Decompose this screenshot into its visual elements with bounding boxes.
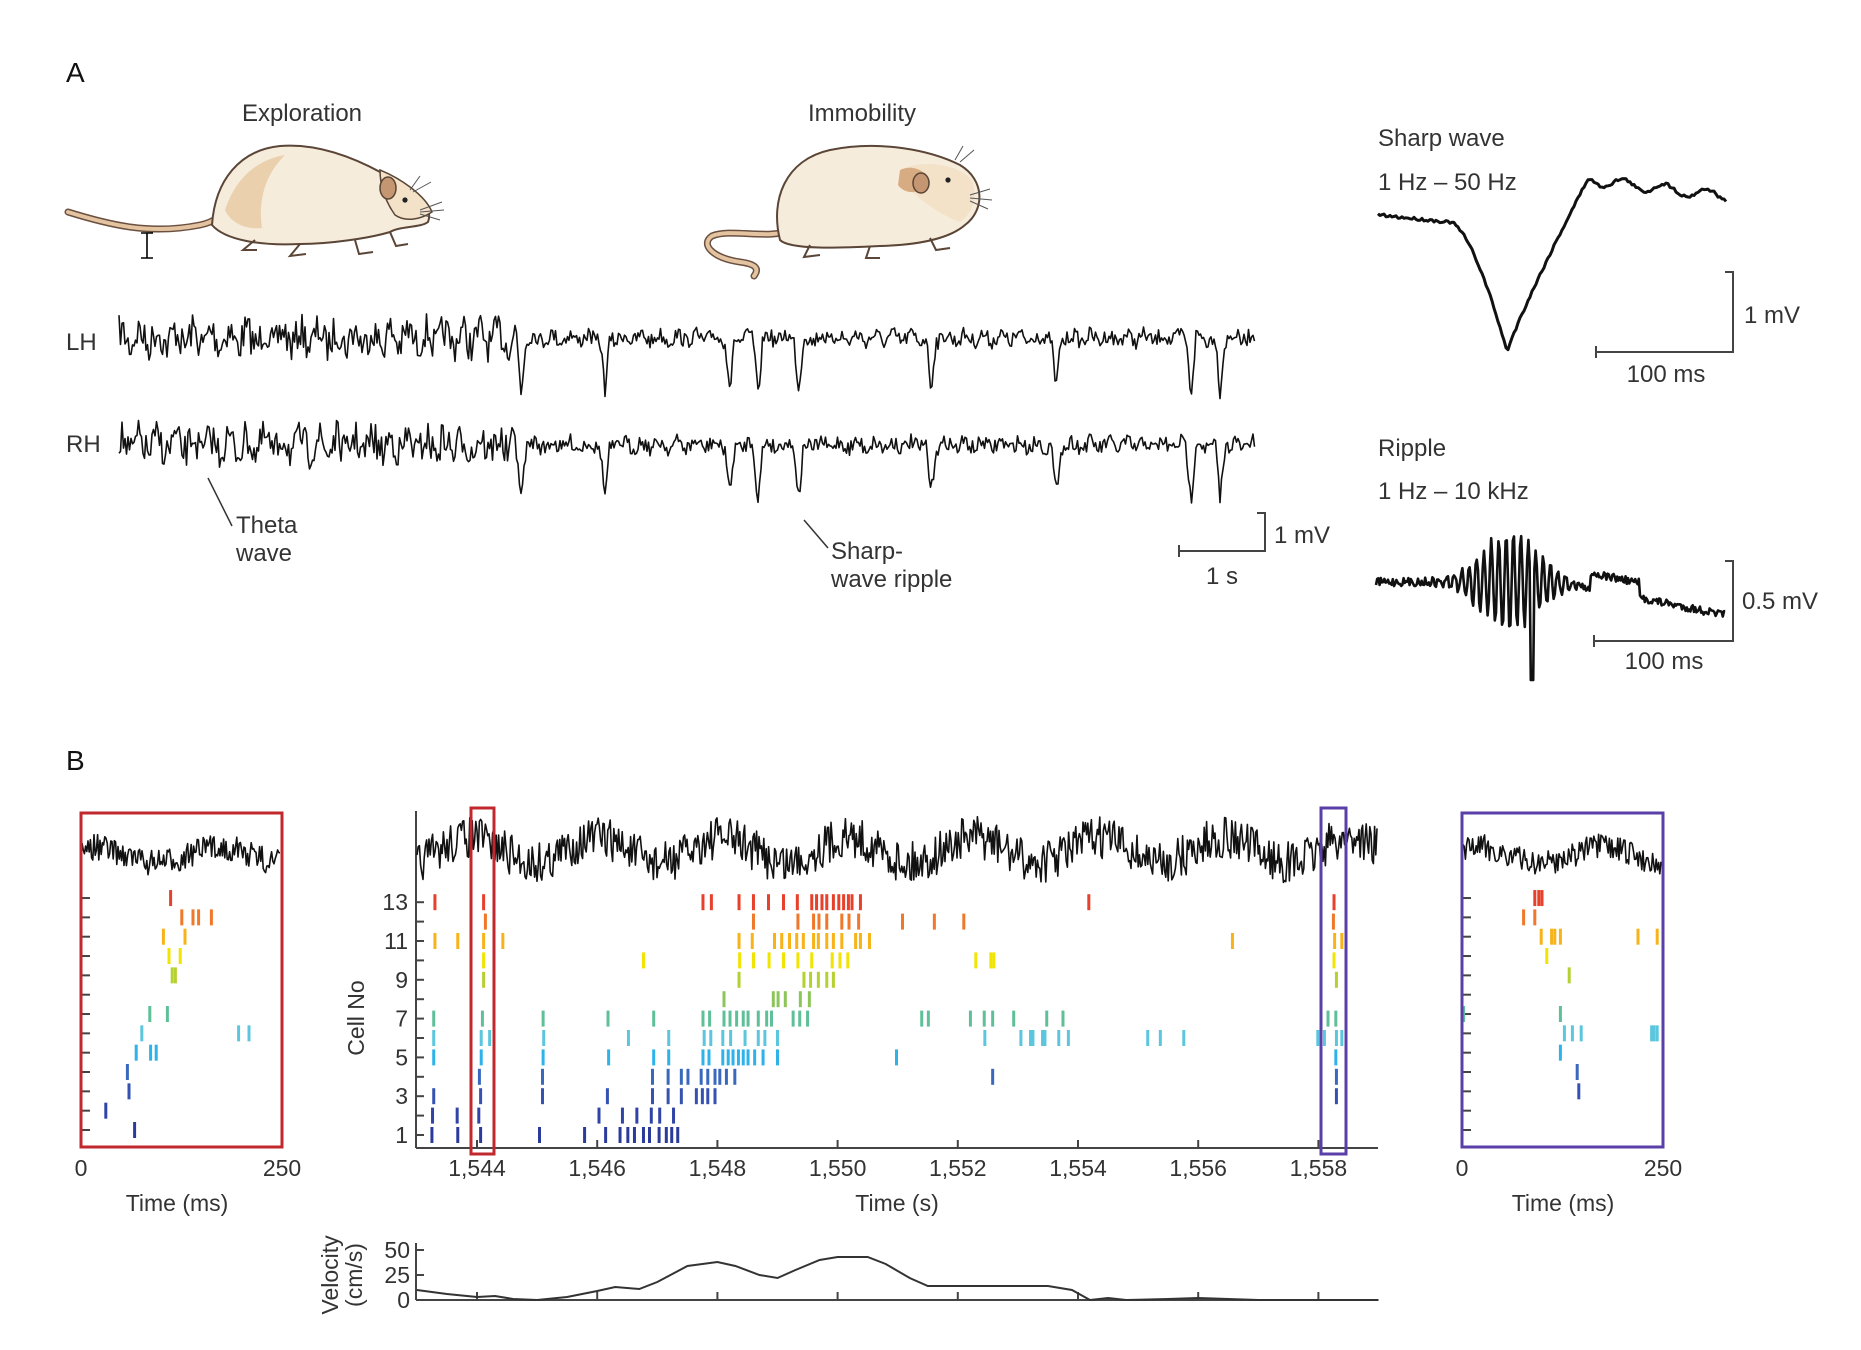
ripple-trace [1374,534,1726,682]
velocity-y-tick-label: 50 [384,1237,410,1263]
exploration-label: Exploration [242,100,362,127]
theta-annotation-line1: Theta [236,512,298,539]
red-highlight-box [469,806,496,1156]
velocity-y-tick-label: 0 [397,1287,410,1313]
velocity-y-tick-label: 25 [384,1262,410,1288]
x-tick-label: 1,556 [1169,1155,1227,1181]
velocity-line [416,1256,1379,1302]
y-tick-label: 5 [395,1044,408,1070]
x-tick-label: 1,558 [1290,1155,1348,1181]
lfp-scale-time: 1 s [1206,563,1238,590]
ripple-band: 1 Hz – 10 kHz [1378,478,1529,505]
left-xlabel: Time (ms) [126,1190,229,1216]
right-zoom-box [1460,811,1665,1149]
panel-b-label: B [66,745,85,776]
x-tick-label: 1,550 [809,1155,867,1181]
ripple-title: Ripple [1378,435,1446,462]
swr-annotation-line1: Sharp- [831,538,903,565]
swr-pointer-line [803,519,829,549]
right-xlabel: Time (ms) [1512,1190,1615,1216]
swr-annotation-line2: wave ripple [830,566,952,593]
velocity-ylabel-line2: (cm/s) [341,1243,367,1307]
exploring-rat-illustration [64,144,445,258]
sharp-wave-scale-bar [1595,271,1734,358]
right-raster-zoom [1462,833,1662,1131]
y-tick-label: 11 [384,928,408,954]
left-zoom-box [79,811,284,1149]
rh-label: RH [66,431,101,458]
lfp-scale-bar [1178,512,1266,557]
x-tick-label: 1,548 [689,1155,747,1181]
right-xtick-0: 0 [1456,1155,1469,1181]
main-xlabel: Time (s) [855,1190,938,1216]
lh-label: LH [66,329,97,356]
left-xtick-250: 250 [263,1155,301,1181]
lh-lfp-trace [118,313,1256,400]
rh-lfp-trace [118,419,1256,504]
immobility-label: Immobility [808,100,916,127]
right-lfp-trace [1462,833,1662,875]
ripple-scale-voltage: 0.5 mV [1742,588,1818,615]
x-tick-label: 1,546 [568,1155,626,1181]
main-ylabel: Cell No [343,980,369,1055]
sharp-wave-scale-voltage: 1 mV [1744,302,1800,329]
y-tick-label: 7 [395,1006,408,1032]
lfp-scale-voltage: 1 mV [1274,522,1330,549]
x-tick-label: 1,552 [929,1155,987,1181]
y-tick-label: 1 [395,1122,408,1148]
sharp-wave-title: Sharp wave [1378,125,1505,152]
x-tick-label: 1,554 [1049,1155,1107,1181]
theta-pointer-line [207,477,233,527]
theta-annotation-line2: wave [235,540,292,567]
ripple-scale-time: 100 ms [1625,648,1704,675]
main-lfp-trace [416,815,1378,884]
text-cursor-icon [141,232,153,259]
right-xtick-250: 250 [1644,1155,1682,1181]
left-xtick-0: 0 [75,1155,88,1181]
y-tick-label: 3 [395,1083,408,1109]
ripple-scale-bar [1593,560,1734,647]
sharp-wave-trace [1376,177,1728,352]
sharp-wave-band: 1 Hz – 50 Hz [1378,169,1517,196]
purple-highlight-box [1319,806,1348,1156]
immobile-rat-illustration [703,145,993,280]
sharp-wave-scale-time: 100 ms [1627,361,1706,388]
left-raster-zoom [81,833,281,1138]
left-lfp-trace [81,833,281,876]
velocity-ylabel-line1: Velocity [317,1235,343,1315]
panel-a-label: A [66,57,85,88]
y-tick-label: 13 [382,889,408,915]
y-tick-label: 9 [395,967,408,993]
x-tick-label: 1,544 [448,1155,506,1181]
